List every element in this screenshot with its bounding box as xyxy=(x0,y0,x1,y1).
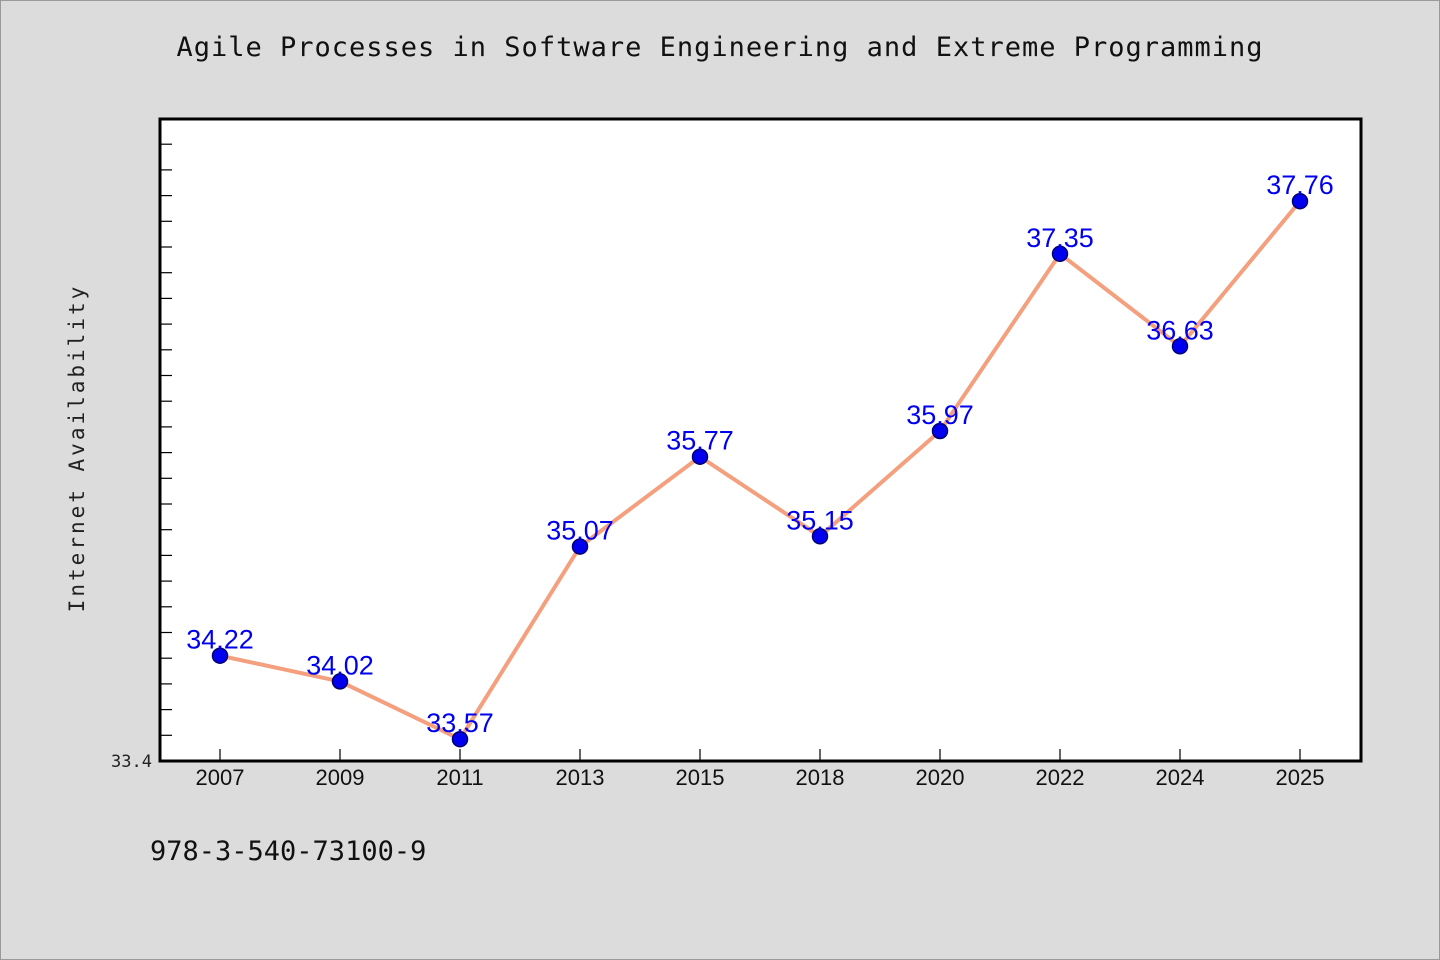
isbn-footer: 978-3-540-73100-9 xyxy=(150,836,427,867)
data-point xyxy=(1171,338,1189,355)
data-point xyxy=(931,422,949,440)
y-axis-ticks: 33.4 xyxy=(111,143,172,772)
plot-area xyxy=(158,117,1363,763)
data-point xyxy=(211,647,229,664)
data-point xyxy=(451,730,469,748)
data-label: 34.02 xyxy=(306,650,374,680)
data-point xyxy=(1291,192,1309,210)
x-tick-label: 2020 xyxy=(916,765,965,790)
data-label: 34.22 xyxy=(186,625,254,655)
data-point xyxy=(1051,245,1069,263)
x-tick-label: 2013 xyxy=(556,765,605,790)
data-labels: 34.22 34.02 33.57 35.07 35.77 35.15 35.97 37.35… xyxy=(186,170,1334,738)
data-point xyxy=(331,673,349,690)
data-label: 33.57 xyxy=(426,708,494,738)
data-label: 37.76 xyxy=(1266,170,1334,200)
series-line-group xyxy=(218,199,1302,742)
data-point xyxy=(571,538,589,555)
x-tick-label: 2011 xyxy=(436,765,483,790)
x-tick-label: 2018 xyxy=(796,765,845,790)
data-label: 35.77 xyxy=(666,426,734,456)
data-point xyxy=(811,528,829,545)
x-tick-label: 2025 xyxy=(1276,765,1325,790)
x-tick-label: 2009 xyxy=(316,765,365,790)
data-label: 37.35 xyxy=(1026,223,1094,253)
data-label: 35.97 xyxy=(906,400,974,430)
x-tick-label: 2007 xyxy=(196,765,245,790)
data-label: 36.63 xyxy=(1146,315,1214,345)
x-tick-label: 2015 xyxy=(676,765,725,790)
x-tick-label: 2024 xyxy=(1156,765,1205,790)
data-point xyxy=(691,448,709,465)
y-tick-label: 33.4 xyxy=(111,752,152,772)
series-line xyxy=(218,199,1302,742)
data-label: 35.07 xyxy=(546,516,614,546)
x-tick-label: 2022 xyxy=(1036,765,1085,790)
data-points xyxy=(211,192,1309,748)
chart-title: Agile Processes in Software Engineering … xyxy=(176,32,1264,63)
data-label: 35.15 xyxy=(786,505,854,535)
x-axis-ticks: 2007 2009 2011 2013 2015 2018 2020 2022 2024 2025 xyxy=(196,749,1325,790)
